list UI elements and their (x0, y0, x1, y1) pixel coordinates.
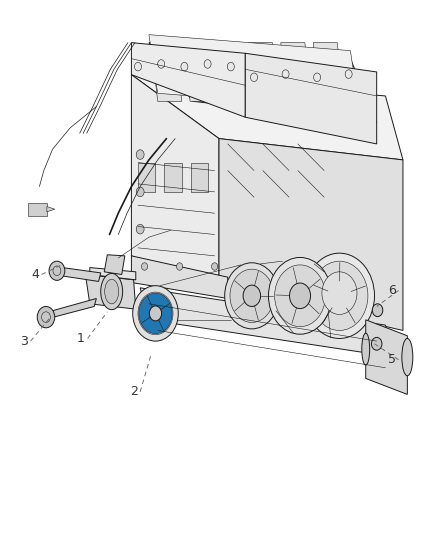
Circle shape (49, 261, 65, 280)
Circle shape (136, 187, 144, 197)
Ellipse shape (362, 333, 370, 365)
Circle shape (322, 272, 357, 314)
Polygon shape (140, 288, 394, 357)
Circle shape (225, 263, 279, 329)
Polygon shape (245, 53, 377, 144)
Circle shape (371, 337, 382, 350)
Polygon shape (53, 266, 101, 281)
Circle shape (311, 261, 368, 330)
Circle shape (251, 73, 258, 82)
Circle shape (158, 60, 165, 68)
Circle shape (314, 73, 321, 82)
Ellipse shape (101, 273, 123, 310)
Circle shape (177, 263, 183, 270)
Ellipse shape (402, 338, 413, 376)
Polygon shape (131, 256, 228, 298)
Circle shape (372, 304, 383, 317)
Polygon shape (90, 268, 136, 280)
Text: 6: 6 (388, 284, 396, 297)
Polygon shape (131, 43, 245, 117)
Polygon shape (104, 255, 125, 274)
Bar (28, 203, 47, 216)
Polygon shape (151, 43, 182, 101)
Circle shape (275, 265, 325, 327)
Circle shape (212, 263, 218, 270)
Polygon shape (216, 43, 247, 101)
Polygon shape (47, 207, 55, 212)
Polygon shape (149, 35, 359, 109)
Circle shape (133, 286, 178, 341)
Circle shape (141, 263, 148, 270)
Circle shape (181, 62, 188, 71)
Circle shape (136, 262, 144, 271)
Polygon shape (131, 75, 219, 288)
Circle shape (138, 292, 173, 335)
Circle shape (345, 70, 352, 78)
Circle shape (42, 312, 50, 322)
Circle shape (230, 269, 274, 322)
Text: 5: 5 (388, 353, 396, 366)
Polygon shape (248, 43, 279, 101)
Bar (164, 163, 182, 192)
Circle shape (149, 306, 162, 321)
Circle shape (136, 224, 144, 234)
Ellipse shape (105, 279, 119, 304)
Circle shape (243, 285, 261, 306)
Polygon shape (184, 43, 214, 101)
Text: 4: 4 (31, 268, 39, 281)
Circle shape (37, 306, 55, 328)
Circle shape (304, 253, 374, 338)
Polygon shape (366, 320, 407, 394)
Polygon shape (85, 274, 136, 309)
Circle shape (290, 283, 311, 309)
Text: 2: 2 (130, 385, 138, 398)
Circle shape (134, 62, 141, 71)
Polygon shape (131, 75, 403, 160)
Circle shape (139, 293, 172, 334)
Text: 1: 1 (77, 332, 85, 345)
Circle shape (53, 266, 61, 276)
Circle shape (327, 281, 352, 311)
Circle shape (268, 257, 332, 334)
Polygon shape (281, 43, 311, 101)
Text: 3: 3 (20, 335, 28, 348)
Polygon shape (39, 298, 96, 321)
Circle shape (227, 62, 234, 71)
Bar (138, 163, 155, 192)
Polygon shape (149, 43, 377, 123)
Circle shape (282, 70, 289, 78)
Circle shape (136, 150, 144, 159)
Bar (191, 163, 208, 192)
Circle shape (204, 60, 211, 68)
Polygon shape (313, 43, 344, 101)
Polygon shape (219, 139, 403, 330)
